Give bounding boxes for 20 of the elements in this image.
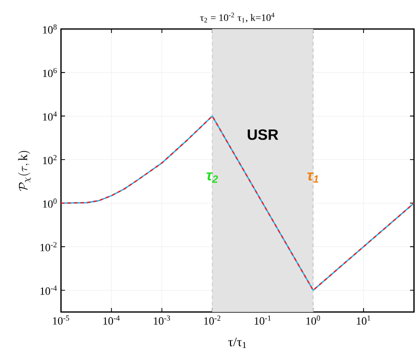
y-tick-label: 10$^{8}$: [43, 24, 57, 34]
y-tick-label: 10$^{4}$: [43, 112, 57, 121]
chart-title: τ$_{2}$ = 10$^{-2}$ τ$_{1}$, k=10$^{4}$: [200, 12, 274, 22]
x-tick-label: 10$^{0}$: [306, 316, 320, 325]
x-tick-label: 10$^{-1}$: [254, 316, 271, 325]
x-tick-label: 10$^{1}$: [356, 316, 370, 325]
x-tick-label: 10$^{-2}$: [204, 316, 220, 325]
y-tick-label: 10$^{-2}$: [40, 242, 57, 252]
x-tick-label: 10$^{-3}$: [154, 316, 170, 325]
y-tick-label: 10$^{6}$: [43, 68, 57, 78]
annotation: τ$_{1}$: [307, 172, 318, 183]
x-tick-label: 10$^{-4}$: [103, 316, 120, 325]
band-label: USR: [248, 129, 278, 140]
y-axis-title: $\mathcal{P}_\chi(\tau,\mathrm{k})$: [18, 151, 31, 191]
y-tick-label: 10$^{0}$: [43, 198, 57, 208]
x-axis-title: τ/τ$_{1}$: [228, 338, 246, 348]
annotation: τ$_{2}$: [206, 172, 218, 183]
y-tick-label: 10$^{-4}$: [40, 286, 57, 295]
x-tick-label: 10$^{-5}$: [53, 316, 70, 325]
y-tick-label: 10$^{2}$: [43, 155, 57, 164]
